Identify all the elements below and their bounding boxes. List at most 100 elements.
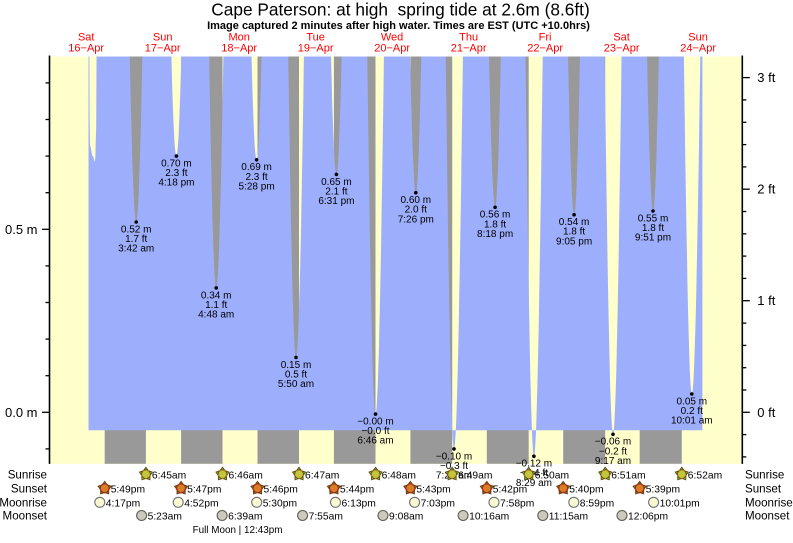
svg-text:6:52am: 6:52am [688,470,722,481]
svg-text:2.1 ft: 2.1 ft [325,186,347,197]
svg-text:3:42 am: 3:42 am [118,244,154,255]
svg-text:21−Apr: 21−Apr [451,43,487,55]
svg-text:10:16am: 10:16am [469,512,509,523]
svg-text:0.34 m: 0.34 m [201,290,232,301]
svg-text:Moonset: Moonset [3,510,48,523]
svg-text:5:47pm: 5:47pm [187,485,221,496]
svg-text:4:52pm: 4:52pm [184,499,218,510]
svg-text:4:18 pm: 4:18 pm [158,178,194,189]
svg-text:7:58pm: 7:58pm [500,499,534,510]
svg-text:2 ft: 2 ft [757,182,775,197]
svg-text:Image captured 2 minutes after: Image captured 2 minutes after high wate… [207,20,590,32]
svg-text:5:30pm: 5:30pm [263,499,297,510]
svg-text:22−Apr: 22−Apr [527,43,563,55]
svg-text:1.8 ft: 1.8 ft [642,223,664,234]
svg-text:20−Apr: 20−Apr [374,43,410,55]
svg-text:−0.10 m: −0.10 m [436,451,472,462]
svg-text:5:50 am: 5:50 am [278,379,314,390]
svg-text:6:51am: 6:51am [611,470,645,481]
svg-text:Full Moon | 12:43pm: Full Moon | 12:43pm [193,525,283,536]
svg-text:0.65 m: 0.65 m [321,177,352,188]
svg-text:Sunrise: Sunrise [8,468,47,481]
svg-text:9:05 pm: 9:05 pm [556,236,592,247]
svg-text:6:47am: 6:47am [305,470,339,481]
svg-text:23−Apr: 23−Apr [604,43,640,55]
svg-text:8:18 pm: 8:18 pm [477,229,513,240]
svg-text:Cape Paterson: at high spring: Cape Paterson: at high spring tide at 2.… [211,0,589,20]
svg-text:6:46am: 6:46am [229,470,263,481]
svg-text:5:43pm: 5:43pm [416,485,450,496]
svg-text:−0.2 ft: −0.2 ft [599,446,627,457]
svg-text:0.60 m: 0.60 m [401,195,432,206]
svg-text:Wed: Wed [381,32,403,44]
svg-text:18−Apr: 18−Apr [221,43,257,55]
svg-text:5:23am: 5:23am [148,512,182,523]
svg-text:0.54 m: 0.54 m [559,217,590,228]
svg-text:6:13pm: 6:13pm [342,499,376,510]
svg-text:−0.12 m: −0.12 m [516,459,552,470]
svg-text:11:15am: 11:15am [549,512,588,523]
svg-text:1.7 ft: 1.7 ft [125,234,147,245]
svg-text:9:51 pm: 9:51 pm [635,233,671,244]
svg-text:−0.3 ft: −0.3 ft [440,461,468,472]
svg-text:0.69 m: 0.69 m [241,162,272,173]
svg-text:10:01 am: 10:01 am [671,416,713,427]
svg-text:4:48 am: 4:48 am [198,310,234,321]
svg-text:9:17 am: 9:17 am [595,456,631,467]
svg-text:5:42pm: 5:42pm [493,485,527,496]
svg-text:0.52 m: 0.52 m [121,224,152,235]
svg-text:1.8 ft: 1.8 ft [563,227,585,238]
svg-text:−0.06 m: −0.06 m [595,437,631,448]
svg-text:Thu: Thu [459,32,478,44]
svg-text:Fri: Fri [539,32,552,44]
svg-text:0.15 m: 0.15 m [281,360,312,371]
svg-text:6:50am: 6:50am [535,470,569,481]
svg-text:Moonrise: Moonrise [745,497,793,510]
svg-text:6:46 am: 6:46 am [357,436,393,447]
svg-text:0.5 m: 0.5 m [5,222,38,237]
svg-text:Sunset: Sunset [745,483,782,496]
svg-text:Moonset: Moonset [745,510,790,523]
svg-text:5:39pm: 5:39pm [646,485,680,496]
svg-text:6:48am: 6:48am [382,470,416,481]
svg-text:12:06pm: 12:06pm [628,512,668,523]
svg-text:5:40pm: 5:40pm [569,485,603,496]
svg-text:0.0 m: 0.0 m [5,405,38,420]
svg-text:Sun: Sun [153,32,173,44]
svg-text:1.8 ft: 1.8 ft [484,219,506,230]
svg-text:16−Apr: 16−Apr [68,43,104,55]
svg-text:10:01pm: 10:01pm [660,499,700,510]
svg-text:1 ft: 1 ft [757,293,775,308]
svg-text:5:49pm: 5:49pm [111,485,145,496]
svg-text:5:28 pm: 5:28 pm [239,181,275,192]
svg-text:9:08am: 9:08am [389,512,423,523]
svg-text:0 ft: 0 ft [757,405,775,420]
svg-text:Mon: Mon [228,32,249,44]
svg-text:Sunset: Sunset [11,483,48,496]
svg-text:5:44pm: 5:44pm [340,485,374,496]
svg-text:4:17pm: 4:17pm [106,499,140,510]
svg-text:2.3 ft: 2.3 ft [165,168,187,179]
svg-text:19−Apr: 19−Apr [298,43,334,55]
svg-text:−0.0 ft: −0.0 ft [361,426,389,437]
svg-text:24−Apr: 24−Apr [680,43,716,55]
svg-text:8:59pm: 8:59pm [580,499,614,510]
svg-text:0.55 m: 0.55 m [638,213,669,224]
svg-text:6:49am: 6:49am [458,470,492,481]
svg-text:7:26 pm: 7:26 pm [398,214,434,225]
svg-text:7:03pm: 7:03pm [421,499,455,510]
svg-text:Sunrise: Sunrise [745,468,784,481]
svg-text:17−Apr: 17−Apr [145,43,181,55]
svg-text:0.5 ft: 0.5 ft [285,369,307,380]
svg-text:3 ft: 3 ft [757,70,775,85]
svg-text:7:55am: 7:55am [309,512,343,523]
svg-text:Sat: Sat [613,32,630,44]
svg-text:Sun: Sun [688,32,708,44]
svg-text:6:31 pm: 6:31 pm [318,196,354,207]
svg-text:−0.00 m: −0.00 m [357,417,393,428]
svg-text:5:46pm: 5:46pm [264,485,298,496]
svg-text:0.70 m: 0.70 m [161,159,192,170]
svg-text:6:39am: 6:39am [228,512,262,523]
svg-text:Sat: Sat [78,32,95,44]
svg-text:6:45am: 6:45am [152,470,186,481]
